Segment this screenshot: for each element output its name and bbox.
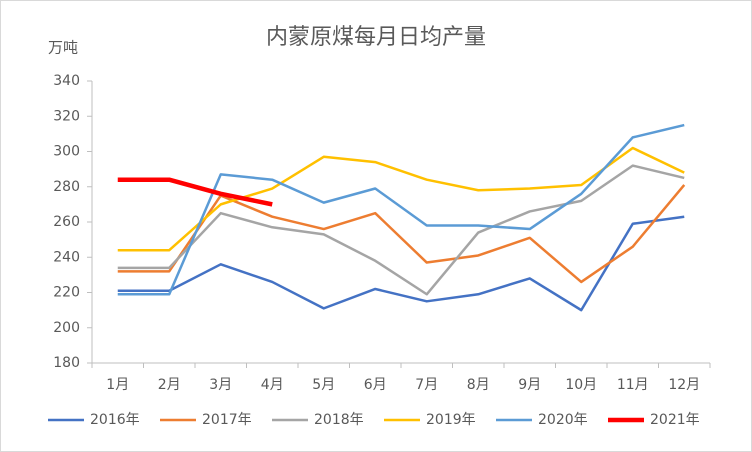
x-tick-label: 2月 bbox=[158, 377, 181, 393]
y-axis-label: 万吨 bbox=[48, 39, 78, 57]
series-line bbox=[117, 215, 685, 312]
y-tick-label: 180 bbox=[53, 355, 80, 371]
series-line bbox=[117, 184, 686, 284]
legend-label: 2017年 bbox=[202, 412, 252, 428]
x-tick-label: 12月 bbox=[668, 377, 700, 393]
y-tick-label: 260 bbox=[53, 214, 80, 230]
x-tick-label: 8月 bbox=[467, 377, 490, 393]
series-line bbox=[117, 177, 273, 207]
legend-label: 2021年 bbox=[650, 412, 700, 428]
x-tick-label: 7月 bbox=[415, 377, 438, 393]
x-tick-label: 4月 bbox=[261, 377, 284, 393]
legend-label: 2020年 bbox=[538, 412, 588, 428]
x-tick-label: 9月 bbox=[518, 377, 541, 393]
x-tick-label: 10月 bbox=[565, 377, 597, 393]
y-tick-label: 340 bbox=[53, 73, 80, 89]
legend-label: 2018年 bbox=[314, 412, 364, 428]
x-tick-label: 6月 bbox=[364, 377, 387, 393]
y-tick-label: 220 bbox=[53, 285, 80, 301]
chart-title: 内蒙原煤每月日均产量 bbox=[266, 25, 486, 50]
series-line bbox=[117, 164, 685, 296]
x-tick-label: 3月 bbox=[209, 377, 232, 393]
x-tick-label: 5月 bbox=[312, 377, 335, 393]
series-line bbox=[117, 123, 685, 296]
legend-label: 2019年 bbox=[426, 412, 476, 428]
y-tick-label: 280 bbox=[53, 179, 80, 195]
x-tick-label: 1月 bbox=[106, 377, 129, 393]
y-tick-label: 320 bbox=[53, 108, 80, 124]
legend-label: 2016年 bbox=[90, 412, 140, 428]
series-line bbox=[117, 146, 685, 252]
x-tick-label: 11月 bbox=[617, 377, 649, 393]
y-tick-label: 240 bbox=[53, 249, 80, 265]
y-tick-label: 200 bbox=[53, 320, 80, 336]
y-tick-label: 300 bbox=[53, 144, 80, 160]
